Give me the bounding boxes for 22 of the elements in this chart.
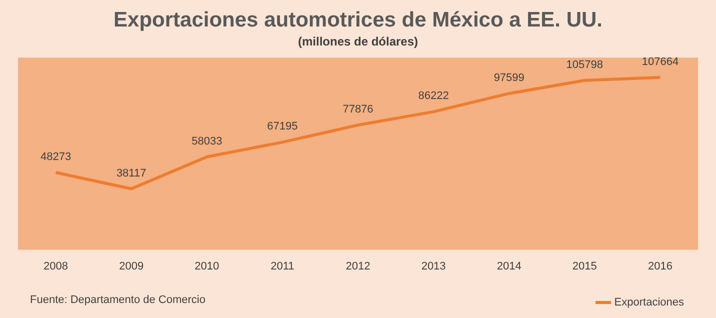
chart-subtitle: (millones de dólares) — [298, 34, 418, 49]
x-tick-label: 2012 — [346, 260, 370, 272]
legend-label: Exportaciones — [614, 296, 684, 309]
x-tick-label: 2008 — [44, 260, 68, 272]
x-tick-label: 2013 — [421, 260, 446, 272]
x-tick-label: 2011 — [270, 260, 294, 272]
x-tick-label: 2010 — [194, 260, 220, 272]
chart-title: Exportaciones automotrices de México a EE. UU. — [114, 8, 602, 32]
x-tick-label: 2014 — [496, 260, 522, 272]
data-label: 38117 — [116, 167, 146, 180]
data-label: 86222 — [418, 90, 449, 102]
data-label: 48273 — [40, 151, 72, 164]
data-label: 58033 — [192, 135, 222, 148]
data-label: 67195 — [267, 120, 298, 133]
data-label: 107664 — [642, 56, 679, 68]
source-note: Fuente: Departamento de Comercio — [30, 294, 206, 306]
data-label: 77876 — [342, 104, 374, 116]
x-tick-label: 2016 — [648, 260, 672, 272]
x-tick-label: 2015 — [572, 260, 597, 272]
data-label: 97599 — [494, 72, 524, 84]
x-tick-label: 2009 — [119, 260, 144, 272]
data-label: 105798 — [566, 58, 604, 71]
